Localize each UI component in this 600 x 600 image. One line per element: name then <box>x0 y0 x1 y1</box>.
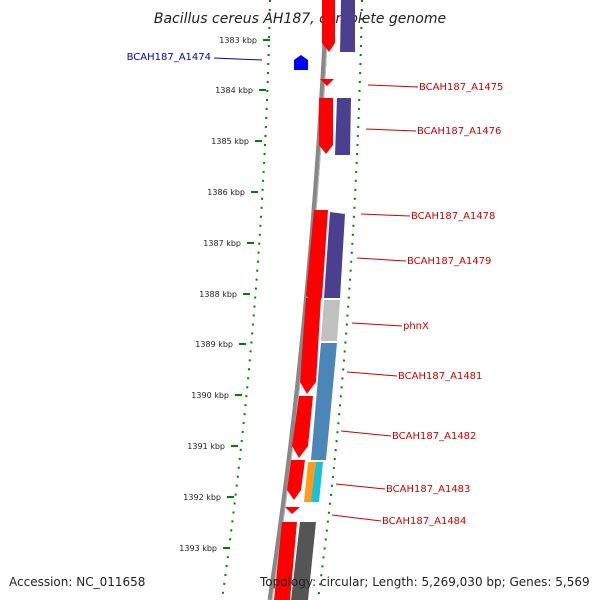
gene-arrow[interactable] <box>306 210 328 300</box>
gene-leader-line <box>351 322 403 327</box>
axis-tick-label: 1392 kbp <box>183 493 221 502</box>
axis-tick-label: 1383 kbp <box>219 36 257 45</box>
gene-label[interactable]: BCAH187_A1482 <box>392 431 476 442</box>
axis-tick-label: 1386 kbp <box>207 188 245 197</box>
gene-label[interactable]: BCAH187_A1479 <box>407 256 491 267</box>
cog-band <box>321 300 340 341</box>
gene-arrow[interactable] <box>300 298 321 394</box>
axis-tick-label: 1387 kbp <box>203 239 241 248</box>
map-title: Bacillus cereus AH187, complete genome <box>154 11 446 27</box>
cog-band <box>335 98 351 155</box>
cog-bands <box>291 0 355 600</box>
gene-arrow-reverse[interactable] <box>294 55 308 70</box>
gene-label[interactable]: BCAH187_A1476 <box>417 126 501 137</box>
gene-leader-line <box>360 213 411 217</box>
gene-leader-line <box>365 128 417 132</box>
topology-text: Topology: circular; Length: 5,269,030 bp… <box>259 575 590 589</box>
cog-band <box>311 462 323 502</box>
cog-band <box>291 522 316 600</box>
gene-labels: BCAH187_A1474 BCAH187_A1475 BCAH187_A1476 B… <box>127 52 504 527</box>
axis-ticks: 1383 kbp 1384 kbp 1385 kbp 1386 kbp 1387 kbp… <box>179 36 270 553</box>
gene-label[interactable]: BCAH187_A1483 <box>386 484 470 495</box>
cog-band <box>324 212 345 298</box>
gene-label[interactable]: BCAH187_A1474 <box>127 52 211 63</box>
gene-leader-line <box>367 84 419 88</box>
gene-leader-line <box>331 514 382 522</box>
gene-label[interactable]: BCAH187_A1484 <box>382 516 466 527</box>
axis-tick-label: 1393 kbp <box>179 544 217 553</box>
gene-leader-line <box>340 430 392 437</box>
cog-band <box>311 343 337 460</box>
gene-label[interactable]: BCAH187_A1475 <box>419 82 503 93</box>
gene-arrow[interactable] <box>319 98 333 154</box>
axis-tick-label: 1389 kbp <box>195 340 233 349</box>
gene-arrow[interactable] <box>287 460 305 500</box>
axis-tick-label: 1385 kbp <box>211 137 249 146</box>
gene-label[interactable]: BCAH187_A1478 <box>411 211 495 222</box>
gene-leader-line <box>356 257 407 262</box>
axis-tick-label: 1388 kbp <box>199 290 237 299</box>
axis-tick-label: 1384 kbp <box>215 86 253 95</box>
gene-leader-line <box>213 57 263 61</box>
axis-tick-label: 1391 kbp <box>187 442 225 451</box>
accession-text: Accession: NC_011658 <box>9 575 145 589</box>
gene-label[interactable]: phnX <box>403 321 429 332</box>
gene-arrow[interactable] <box>274 522 297 600</box>
gene-leader-line <box>335 483 386 490</box>
axis-tick-label: 1390 kbp <box>191 391 229 400</box>
gene-arrow[interactable] <box>320 79 334 86</box>
gene-arrow[interactable] <box>322 0 335 52</box>
gene-leader-line <box>346 371 398 377</box>
forward-genes <box>274 0 335 600</box>
gene-label[interactable]: BCAH187_A1481 <box>398 371 482 382</box>
gene-arrow[interactable] <box>292 396 313 458</box>
cog-band <box>340 0 355 52</box>
gene-arrow[interactable] <box>285 507 300 514</box>
